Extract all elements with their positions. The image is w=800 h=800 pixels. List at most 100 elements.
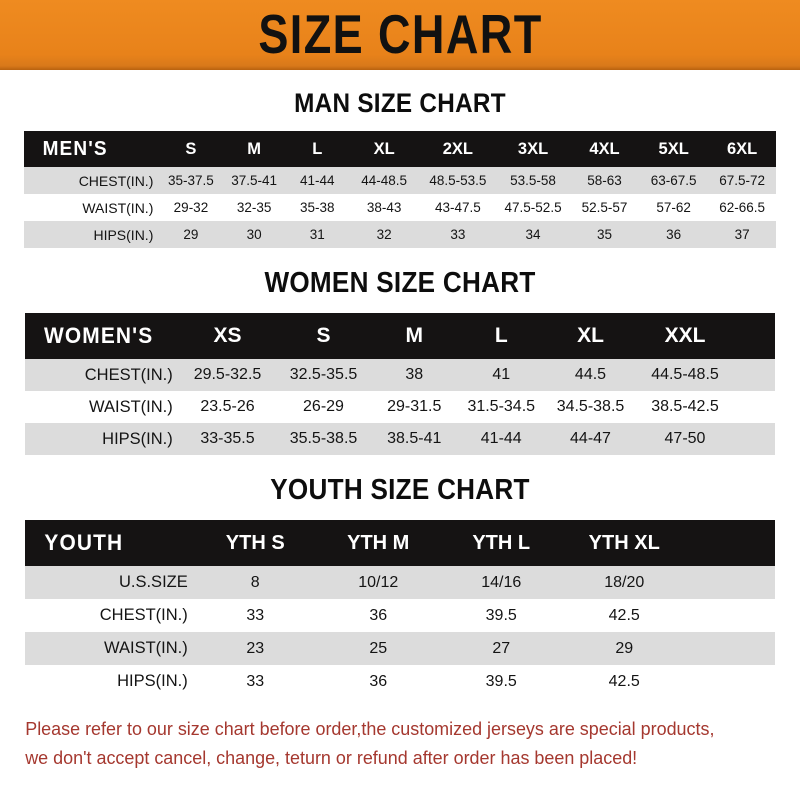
women-size-table-wrap: WOMEN'S XS S M L XL XXL CHEST(IN.) 29.5-… [25, 313, 775, 455]
table-row: CHEST(IN.) 35-37.5 37.5-41 41-44 44-48.5… [24, 167, 776, 194]
order-policy-note-line-2: we don't accept cancel, change, teturn o… [25, 746, 638, 768]
table-cell: 33 [450, 227, 466, 242]
youth-col-header: YTH M [347, 531, 410, 554]
man-col-header: 3XL [517, 139, 549, 158]
table-cell: 44-47 [570, 430, 611, 447]
table-row: HIPS(IN.) 33-35.5 35.5-38.5 38.5-41 41-4… [25, 423, 775, 455]
table-cell: 32.5-35.5 [289, 366, 358, 383]
youth-row-label: HIPS(IN.) [117, 672, 188, 690]
man-col-header: L [312, 139, 323, 158]
order-policy-note: Please refer to our size chart before or… [0, 715, 776, 772]
man-col-header: S [185, 139, 197, 158]
table-row: HIPS(IN.) 29 30 31 32 33 34 35 36 37 [24, 221, 776, 248]
youth-size-table: YOUTH YTH S YTH M YTH L YTH XL U.S.SIZE … [25, 520, 775, 698]
women-row-label: WAIST(IN.) [89, 397, 173, 416]
table-cell-spacer [734, 359, 775, 391]
women-row-label: HIPS(IN.) [102, 429, 173, 448]
women-table-header-row: WOMEN'S XS S M L XL XXL [25, 313, 775, 359]
youth-size-table-wrap: YOUTH YTH S YTH M YTH L YTH XL U.S.SIZE … [25, 520, 775, 698]
table-cell: 67.5-72 [719, 173, 766, 188]
man-size-table: MEN'S S M L XL 2XL 3XL 4XL 5XL 6XL CHEST… [24, 131, 776, 248]
order-policy-note-line-1: Please refer to our size chart before or… [25, 718, 715, 739]
women-row-label: CHEST(IN.) [84, 365, 173, 384]
man-col-header: M [247, 139, 261, 158]
table-cell: 31 [309, 227, 325, 242]
youth-row-label: CHEST(IN.) [99, 606, 188, 624]
youth-header-spacer [686, 520, 775, 566]
youth-row-label: U.S.SIZE [118, 573, 188, 591]
table-cell: 33-35.5 [200, 430, 255, 447]
man-col-header: XL [373, 139, 395, 158]
table-cell: 26-29 [303, 398, 344, 415]
table-cell: 35-38 [299, 200, 335, 215]
table-cell: 42.5 [608, 606, 640, 624]
women-size-table: WOMEN'S XS S M L XL XXL CHEST(IN.) 29.5-… [25, 313, 775, 455]
table-row: CHEST(IN.) 29.5-32.5 32.5-35.5 38 41 44.… [25, 359, 775, 391]
table-cell: 36 [666, 227, 682, 242]
women-col-header: S [316, 324, 331, 347]
table-cell: 18/20 [604, 573, 645, 591]
page-banner: SIZE CHART [0, 0, 800, 70]
man-col-header: 2XL [442, 139, 473, 158]
table-cell: 38.5-42.5 [651, 398, 719, 415]
table-cell: 32-35 [236, 200, 272, 215]
table-cell: 29.5-32.5 [193, 366, 262, 383]
table-cell: 25 [369, 639, 388, 657]
table-cell: 29-31.5 [387, 398, 442, 415]
women-col-header: XL [577, 324, 604, 347]
table-cell: 29 [615, 639, 634, 657]
youth-col-header: YTH L [472, 531, 531, 554]
women-col-header: M [405, 324, 424, 347]
table-cell: 14/16 [481, 573, 522, 591]
table-cell: 37.5-41 [231, 173, 277, 188]
man-row-label: HIPS(IN.) [93, 226, 154, 243]
banner-title: SIZE CHART [257, 4, 543, 65]
table-row: HIPS(IN.) 33 36 39.5 42.5 [25, 665, 775, 698]
table-cell: 36 [369, 606, 388, 624]
table-cell: 42.5 [608, 672, 640, 690]
women-header-label: WOMEN'S [44, 323, 154, 348]
table-cell: 44.5-48.5 [651, 366, 719, 383]
table-cell: 30 [246, 227, 262, 242]
table-cell: 27 [492, 639, 511, 657]
table-cell: 38.5-41 [387, 430, 442, 447]
table-cell: 35 [596, 227, 612, 242]
table-cell: 35.5-38.5 [289, 430, 358, 447]
man-size-table-wrap: MEN'S S M L XL 2XL 3XL 4XL 5XL 6XL CHEST… [24, 131, 776, 248]
table-cell: 41 [492, 366, 511, 383]
table-cell: 63-67.5 [650, 173, 697, 188]
table-cell: 41-44 [480, 430, 522, 447]
man-col-header: 6XL [726, 139, 758, 158]
table-cell: 10/12 [358, 573, 399, 591]
youth-section-title: YOUTH SIZE CHART [270, 474, 530, 506]
table-cell: 44.5 [574, 366, 607, 383]
table-cell-spacer [734, 423, 775, 455]
table-cell: 8 [250, 573, 260, 591]
man-col-header: 4XL [589, 139, 620, 158]
table-cell: 52.5-57 [581, 200, 628, 215]
women-col-header: XXL [664, 324, 706, 347]
youth-row-label: WAIST(IN.) [104, 639, 188, 657]
table-cell: 35-37.5 [168, 173, 214, 188]
youth-col-header: YTH S [225, 531, 285, 554]
table-cell: 39.5 [485, 606, 517, 624]
man-table-header-row: MEN'S S M L XL 2XL 3XL 4XL 5XL 6XL [24, 131, 776, 167]
table-cell: 34.5-38.5 [556, 398, 625, 415]
table-cell: 53.5-58 [510, 173, 556, 188]
table-cell: 62-66.5 [719, 200, 766, 215]
table-cell-spacer [686, 599, 775, 632]
table-cell: 33 [246, 606, 265, 624]
women-header-spacer [734, 313, 775, 359]
table-cell: 34 [525, 227, 541, 242]
table-cell: 41-44 [299, 173, 335, 188]
table-cell: 47-50 [664, 430, 706, 447]
table-row: WAIST(IN.) 29-32 32-35 35-38 38-43 43-47… [24, 194, 776, 221]
table-cell: 23 [246, 639, 265, 657]
women-col-header: L [494, 324, 508, 347]
table-row: CHEST(IN.) 33 36 39.5 42.5 [25, 599, 775, 632]
man-header-label: MEN'S [42, 137, 108, 160]
table-cell: 32 [376, 227, 392, 242]
table-cell: 29 [183, 227, 199, 242]
table-cell: 43-47.5 [434, 200, 481, 215]
table-cell: 57-62 [656, 200, 691, 215]
